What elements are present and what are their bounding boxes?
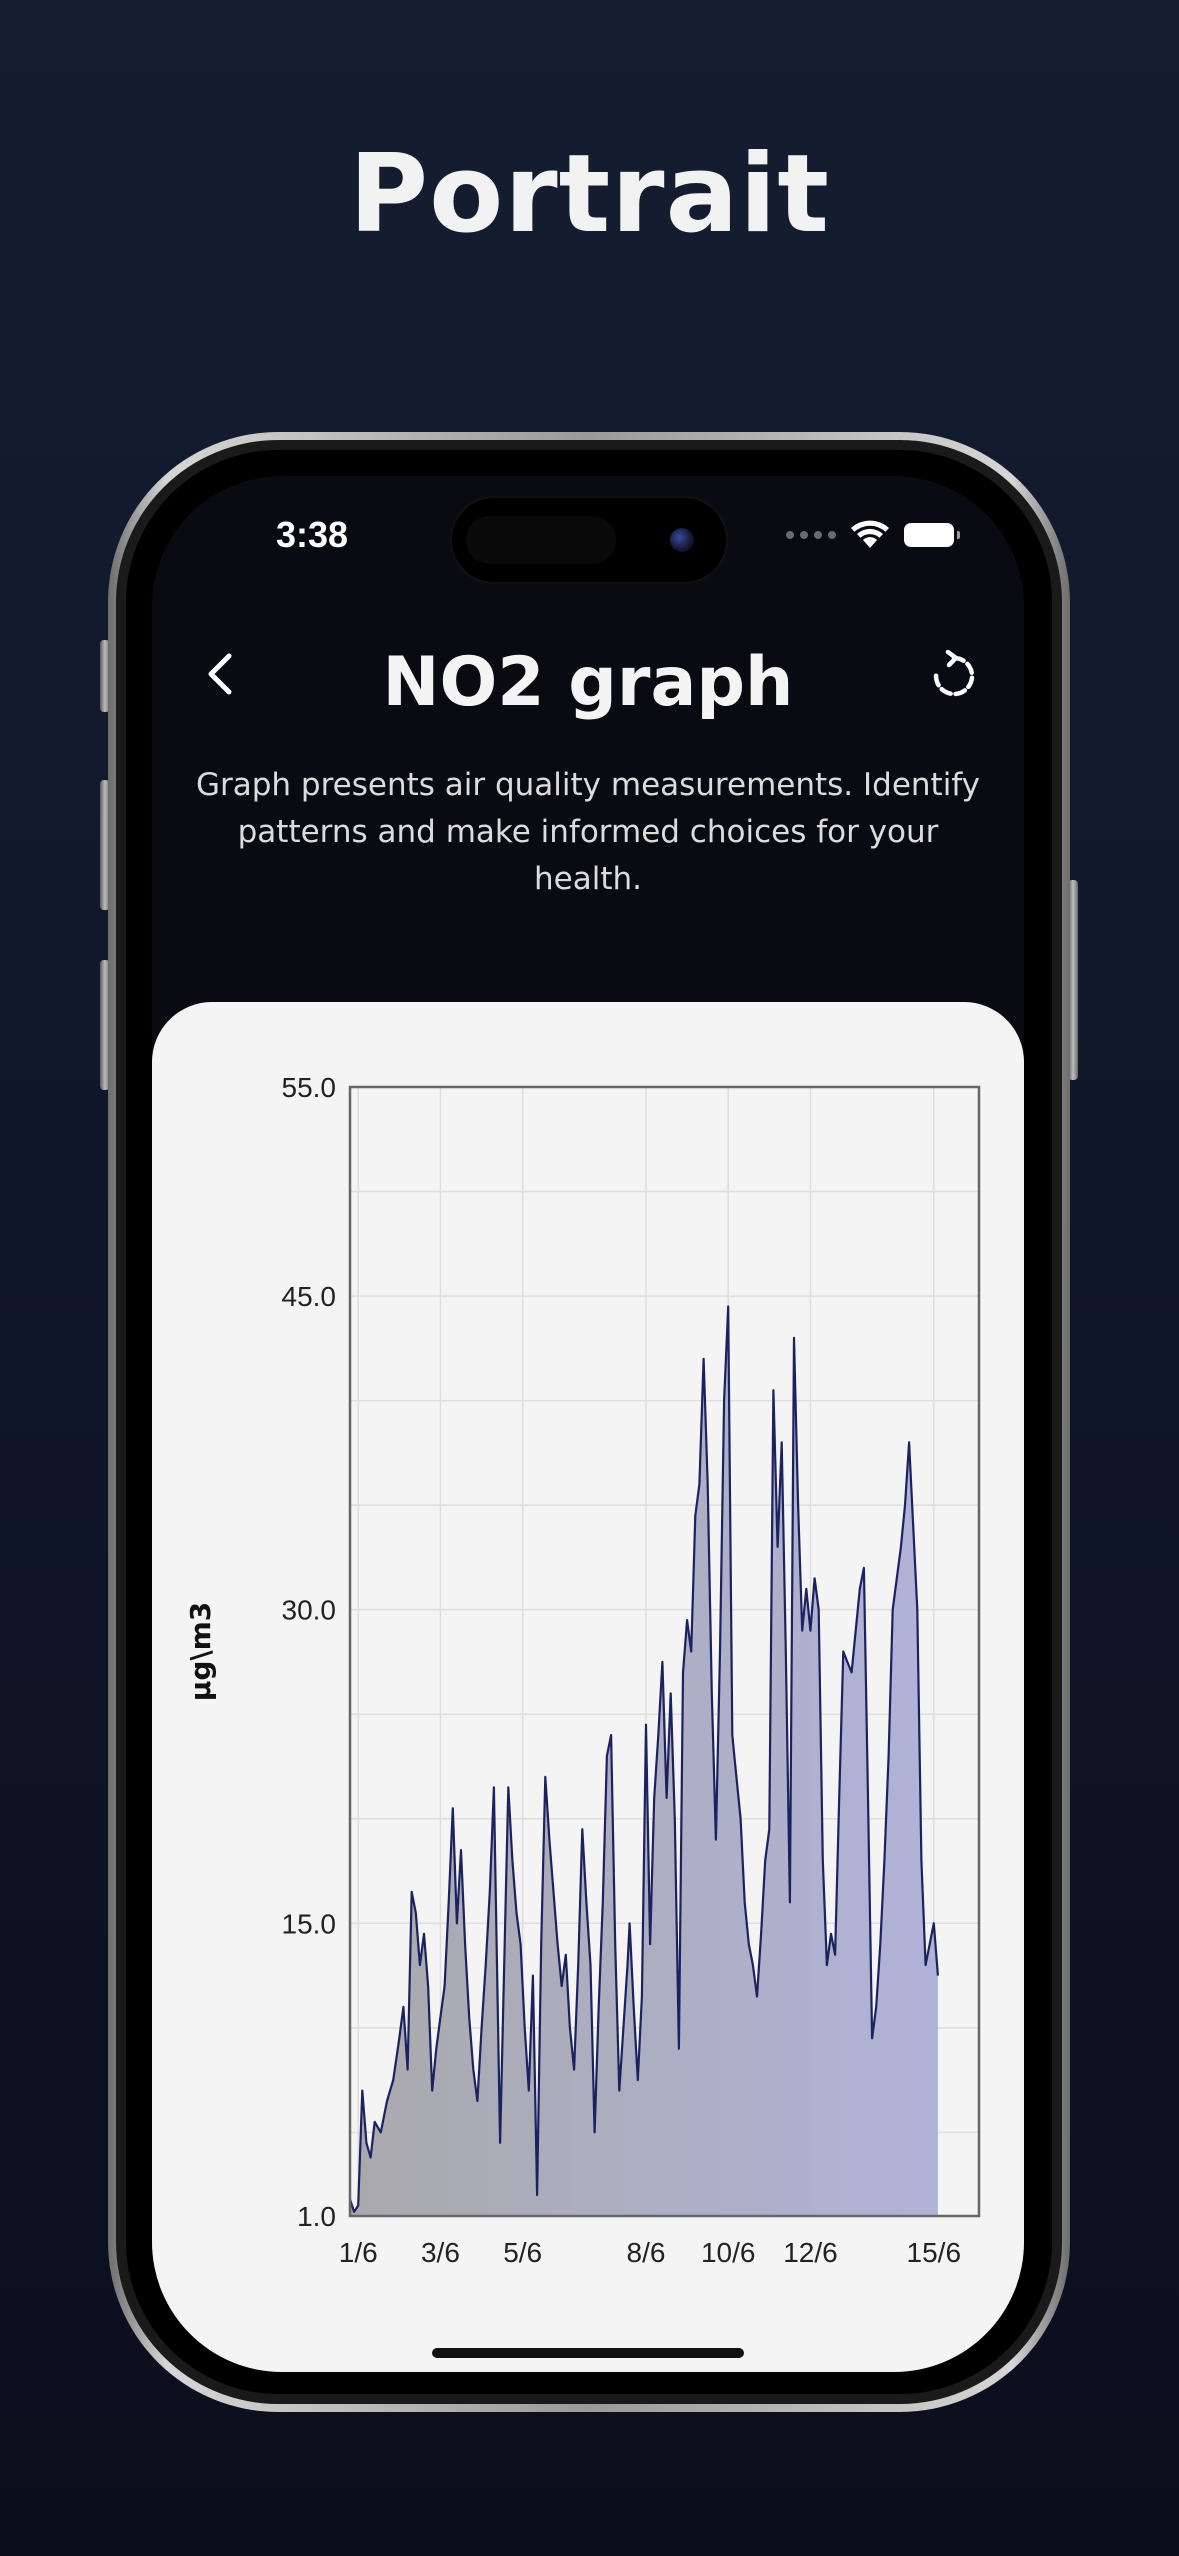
- x-tick-label: 3/6: [421, 2237, 460, 2268]
- signal-dots-icon: [786, 531, 836, 539]
- refresh-icon: [933, 650, 975, 697]
- series-line: [348, 1305, 939, 2213]
- phone-volume-down-button: [100, 960, 110, 1090]
- chevron-left-icon: [208, 653, 232, 695]
- page-title: NO2 graph: [382, 643, 794, 722]
- x-tick-label: 1/6: [339, 2237, 378, 2268]
- phone-screen: 3:38 NO2 graph: [152, 476, 1024, 2372]
- x-tick-label: 8/6: [627, 2237, 666, 2268]
- y-axis-title: µg\m3: [184, 1602, 217, 1702]
- no2-area-chart: 1.0 15.0 30.0 45.0 55.0 1/6 3/6 5/6 8/6 10/6 12/6…: [184, 1072, 981, 2268]
- series-area: [350, 1306, 938, 2216]
- y-tick-label: 30.0: [282, 1595, 337, 1626]
- y-axis-ticks: 1.0 15.0 30.0 45.0 55.0: [282, 1072, 337, 2232]
- phone-power-button: [1068, 880, 1078, 1080]
- x-tick-label: 5/6: [503, 2237, 542, 2268]
- refresh-button[interactable]: [924, 646, 984, 706]
- status-time: 3:38: [276, 514, 349, 555]
- chart-card: 1.0 15.0 30.0 45.0 55.0 1/6 3/6 5/6 8/6 10/6 12/6…: [152, 1002, 1024, 2372]
- island-sensor: [466, 516, 616, 564]
- page-headline: Portrait: [348, 132, 831, 257]
- home-indicator[interactable]: [432, 2348, 744, 2358]
- nav-header: NO2 graph: [152, 626, 1024, 736]
- phone-action-button: [100, 640, 110, 712]
- x-tick-label: 15/6: [907, 2237, 962, 2268]
- battery-icon: [904, 523, 960, 547]
- x-axis-ticks: 1/6 3/6 5/6 8/6 10/6 12/6 15/6: [339, 2237, 961, 2268]
- status-icons: [786, 520, 960, 550]
- x-tick-label: 10/6: [701, 2237, 756, 2268]
- y-tick-label: 45.0: [282, 1281, 337, 1312]
- phone-volume-up-button: [100, 780, 110, 910]
- graph-description: Graph presents air quality measurements.…: [195, 767, 981, 897]
- camera-lens-icon: [670, 528, 694, 552]
- y-tick-label: 15.0: [282, 1908, 337, 1939]
- y-tick-label: 1.0: [297, 2201, 336, 2232]
- wifi-icon: [851, 520, 889, 548]
- y-tick-label: 55.0: [282, 1072, 337, 1103]
- dynamic-island: [452, 498, 726, 582]
- plot-border: [348, 1085, 981, 2218]
- status-bar: 3:38: [152, 476, 1024, 596]
- back-button[interactable]: [190, 644, 250, 704]
- x-tick-label: 12/6: [783, 2237, 838, 2268]
